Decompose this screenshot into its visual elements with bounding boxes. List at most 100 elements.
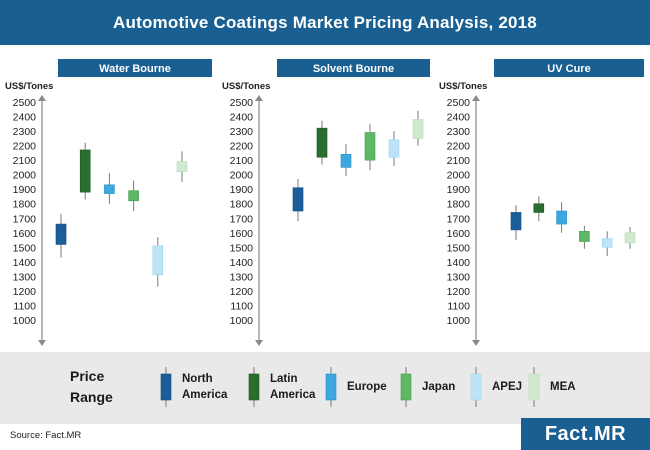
legend-item: Latin America bbox=[248, 362, 322, 412]
candle-body bbox=[388, 139, 400, 158]
y-axis-arrow-down bbox=[472, 340, 480, 346]
legend-label: APEJ bbox=[492, 381, 523, 393]
candle-body bbox=[292, 187, 304, 212]
chart-title: Automotive Coatings Market Pricing Analy… bbox=[113, 12, 537, 32]
candle-body bbox=[624, 232, 636, 244]
y-tick-label: 1400 bbox=[230, 257, 254, 269]
y-tick-label: 1500 bbox=[447, 242, 471, 254]
y-tick-label: 2100 bbox=[230, 155, 254, 167]
y-axis-unit: US$/Tones bbox=[222, 81, 270, 92]
candle-body bbox=[176, 161, 188, 173]
legend-item: MEA bbox=[528, 362, 602, 412]
y-tick-label: 2500 bbox=[230, 97, 254, 109]
y-tick-label: 1300 bbox=[447, 271, 471, 283]
y-tick-label: 1400 bbox=[13, 257, 37, 269]
y-axis-unit: US$/Tones bbox=[439, 81, 487, 92]
legend-candle-icon bbox=[325, 367, 337, 407]
candle-body bbox=[601, 238, 613, 248]
panel-title: Solvent Bourne bbox=[313, 63, 394, 75]
y-tick-label: 1300 bbox=[13, 271, 37, 283]
y-tick-label: 1900 bbox=[13, 184, 37, 196]
y-tick-label: 2000 bbox=[13, 170, 37, 182]
y-axis-arrow-down bbox=[38, 340, 46, 346]
source-note: Source: Fact.MR bbox=[10, 430, 82, 441]
legend-candle-icon bbox=[470, 367, 482, 407]
legend-label: Japan bbox=[422, 381, 456, 393]
chart-area bbox=[0, 50, 650, 352]
panel-title-box bbox=[277, 59, 430, 77]
y-tick-label: 2400 bbox=[13, 112, 37, 124]
y-tick-label: 2200 bbox=[13, 141, 37, 153]
y-tick-label: 2400 bbox=[230, 112, 254, 124]
legend-label: North America bbox=[182, 373, 228, 401]
y-tick-label: 2000 bbox=[230, 170, 254, 182]
y-tick-label: 1600 bbox=[447, 228, 471, 240]
y-tick-label: 1900 bbox=[230, 184, 254, 196]
candle-body bbox=[152, 245, 164, 276]
y-axis-unit: US$/Tones bbox=[5, 81, 53, 92]
title-bar: Automotive Coatings Market Pricing Analy… bbox=[0, 0, 650, 45]
y-tick-label: 1600 bbox=[13, 228, 37, 240]
panel-title: Water Bourne bbox=[99, 63, 171, 75]
y-tick-label: 1800 bbox=[447, 199, 471, 211]
y-tick-label: 2200 bbox=[230, 141, 254, 153]
candle-body bbox=[556, 210, 567, 225]
y-tick-label: 2300 bbox=[13, 126, 37, 138]
y-tick-label: 1700 bbox=[230, 213, 254, 225]
y-axis-arrow-up bbox=[38, 95, 46, 101]
y-tick-label: 2400 bbox=[447, 112, 471, 124]
y-tick-label: 1200 bbox=[230, 286, 254, 298]
candle-body bbox=[412, 119, 424, 139]
y-axis-arrow-up bbox=[472, 95, 480, 101]
y-axis-arrow-down bbox=[255, 340, 263, 346]
legend-label: Latin America bbox=[270, 373, 316, 401]
candle-body bbox=[533, 203, 545, 213]
title-divider bbox=[0, 45, 650, 50]
legend-item: Europe bbox=[325, 362, 399, 412]
y-tick-label: 2100 bbox=[13, 155, 37, 167]
legend-candle-icon bbox=[528, 367, 540, 407]
y-tick-label: 1400 bbox=[447, 257, 471, 269]
y-tick-label: 1300 bbox=[230, 271, 254, 283]
logo-text: Fact.MR bbox=[544, 422, 627, 445]
y-tick-label: 1800 bbox=[230, 199, 254, 211]
y-tick-label: 1200 bbox=[447, 286, 471, 298]
panel-title: UV Cure bbox=[547, 63, 590, 75]
candle-body bbox=[55, 223, 67, 245]
legend-item: North America bbox=[160, 362, 234, 412]
y-tick-label: 2300 bbox=[230, 126, 254, 138]
panel-title-box bbox=[494, 59, 644, 77]
y-tick-label: 1700 bbox=[13, 213, 37, 225]
legend-candle-icon bbox=[400, 367, 412, 407]
y-tick-label: 1100 bbox=[230, 300, 253, 312]
candle-body bbox=[79, 149, 91, 193]
y-tick-label: 2100 bbox=[447, 155, 471, 167]
y-tick-label: 2000 bbox=[447, 170, 471, 182]
legend-title: Price Range bbox=[70, 368, 113, 405]
panel-title-box bbox=[58, 59, 212, 77]
y-tick-label: 2200 bbox=[447, 141, 471, 153]
y-tick-label: 1000 bbox=[230, 315, 254, 327]
candle-body bbox=[579, 231, 590, 242]
legend-candle-icon bbox=[160, 367, 172, 407]
y-tick-label: 1700 bbox=[447, 213, 471, 225]
chart-svg: Water Bourne US$/Tones 1000 1100 1200 1300 140… bbox=[5, 59, 644, 346]
y-tick-label: 1100 bbox=[447, 300, 470, 312]
y-tick-label: 1000 bbox=[447, 315, 471, 327]
candle-body bbox=[364, 132, 376, 161]
legend-item: APEJ bbox=[470, 362, 544, 412]
y-tick-label: 1100 bbox=[13, 300, 36, 312]
y-tick-label: 1900 bbox=[447, 184, 471, 196]
legend: Price Range North America Latin America Eu… bbox=[0, 352, 650, 424]
y-tick-label: 1800 bbox=[13, 199, 37, 211]
y-tick-label: 2500 bbox=[13, 97, 37, 109]
candle-body bbox=[316, 127, 328, 158]
y-tick-label: 1500 bbox=[230, 242, 254, 254]
y-axis-arrow-up bbox=[255, 95, 263, 101]
legend-candle-icon bbox=[248, 367, 260, 407]
y-tick-label: 2300 bbox=[447, 126, 471, 138]
factmr-logo: Fact.MR bbox=[521, 418, 650, 450]
legend-label: Europe bbox=[347, 381, 387, 393]
y-tick-label: 1000 bbox=[13, 315, 37, 327]
y-tick-label: 1600 bbox=[230, 228, 254, 240]
